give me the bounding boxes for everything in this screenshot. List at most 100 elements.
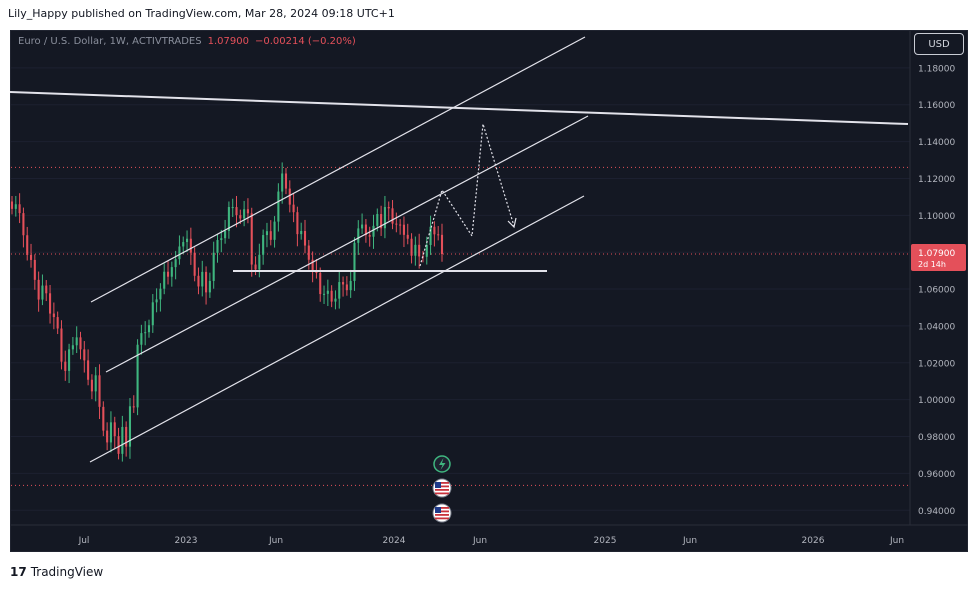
candle-body: [326, 290, 329, 294]
candle-body: [292, 204, 295, 213]
price-tick-label: 1.00000: [918, 396, 955, 406]
price-tick-label: 1.12000: [918, 175, 955, 185]
candle-body: [151, 302, 154, 326]
candle-body: [83, 349, 86, 361]
candle-body: [147, 325, 151, 333]
candle-body: [94, 375, 97, 392]
price-tick-label: 0.96000: [918, 470, 955, 480]
candle-body: [56, 317, 59, 329]
candle-body: [414, 244, 417, 256]
time-tick-label: 2024: [383, 536, 406, 546]
drawings: [9, 36, 909, 463]
candle-body: [144, 332, 147, 334]
price-tick-label: 1.02000: [918, 359, 955, 369]
candle-body: [265, 231, 269, 236]
candle-body: [90, 379, 93, 392]
candle-body: [182, 242, 185, 247]
candle-body: [37, 279, 40, 300]
candle-body: [220, 238, 223, 241]
price-tick-label: 1.04000: [918, 322, 955, 332]
candle-body: [311, 259, 314, 271]
tradingview-logo[interactable]: 17 TradingView: [10, 565, 103, 579]
candle-body: [132, 406, 135, 408]
candle-body: [75, 337, 78, 346]
candle-body: [349, 280, 352, 291]
candle-body: [437, 234, 440, 236]
time-tick-label: Jun: [268, 536, 283, 546]
candle-body: [231, 207, 234, 209]
chart-frame[interactable]: [10, 30, 968, 552]
candle-body: [399, 224, 402, 226]
candle-body: [429, 226, 432, 246]
candle-body: [322, 293, 326, 295]
candle-body: [26, 235, 29, 255]
candle-body: [163, 271, 166, 289]
time-tick-label: 2023: [175, 536, 198, 546]
candle-body: [269, 231, 272, 240]
candle-body: [239, 215, 242, 219]
price-tick-label: 1.16000: [918, 101, 955, 111]
candle-body: [281, 173, 284, 192]
candle-body: [364, 224, 367, 236]
candle-body: [125, 426, 128, 447]
publisher-text: Lily_Happy published on TradingView.com,…: [8, 7, 395, 20]
candle-body: [174, 259, 177, 268]
candle-body: [18, 204, 21, 214]
candle-body: [155, 299, 158, 303]
candle-body: [368, 235, 371, 237]
candle-body: [319, 273, 322, 295]
candle-body: [425, 245, 428, 257]
projection-path: [419, 123, 515, 267]
lightning-icon: [433, 455, 451, 473]
candle-body: [87, 360, 90, 380]
time-tick-label: Jun: [889, 536, 904, 546]
candle-body: [330, 290, 333, 302]
candle-body: [170, 267, 173, 277]
candle-body: [342, 282, 345, 285]
candle-body: [212, 252, 215, 281]
time-tick-label: 2025: [594, 536, 617, 546]
candle-body: [79, 337, 82, 350]
candle-body: [109, 422, 112, 443]
time-tick-label: Jun: [472, 536, 487, 546]
candle-body: [117, 436, 120, 454]
candle-body: [361, 224, 364, 229]
candle-body: [64, 361, 67, 371]
candle-body: [166, 271, 170, 277]
candle-body: [106, 430, 109, 443]
candle-body: [410, 238, 413, 256]
candle-body: [41, 285, 44, 300]
candle-body: [227, 207, 230, 231]
candle-body: [277, 191, 280, 222]
candle-body: [243, 209, 246, 219]
candle-body: [205, 271, 208, 293]
candle-body: [376, 214, 379, 226]
candle-body: [60, 328, 63, 362]
symbol-price: 1.07900: [207, 36, 249, 47]
candle-body: [258, 254, 261, 270]
candle-body: [140, 333, 143, 345]
candle-body: [29, 254, 33, 260]
candle-body: [52, 313, 55, 318]
candle-body: [307, 245, 310, 260]
candle-body: [235, 207, 238, 216]
candle-body: [33, 259, 36, 280]
candle-body: [433, 226, 436, 235]
candle-body: [338, 282, 341, 299]
candle-body: [49, 293, 52, 314]
current-price-tag: [911, 244, 966, 272]
tradingview-logo-mark: 17: [10, 565, 27, 579]
currency-button[interactable]: USD: [914, 33, 964, 55]
us-flag-icon: [432, 478, 452, 498]
candle-body: [98, 375, 101, 407]
candle-body: [334, 298, 337, 302]
candle-body: [14, 204, 17, 209]
candle-body: [296, 212, 299, 235]
candle-body: [178, 246, 181, 260]
candle-body: [406, 234, 409, 239]
price-tick-label: 1.14000: [918, 138, 955, 148]
candle-body: [395, 223, 398, 225]
time-tick-label: 2026: [802, 536, 825, 546]
price-tick-label: 1.18000: [918, 64, 955, 74]
